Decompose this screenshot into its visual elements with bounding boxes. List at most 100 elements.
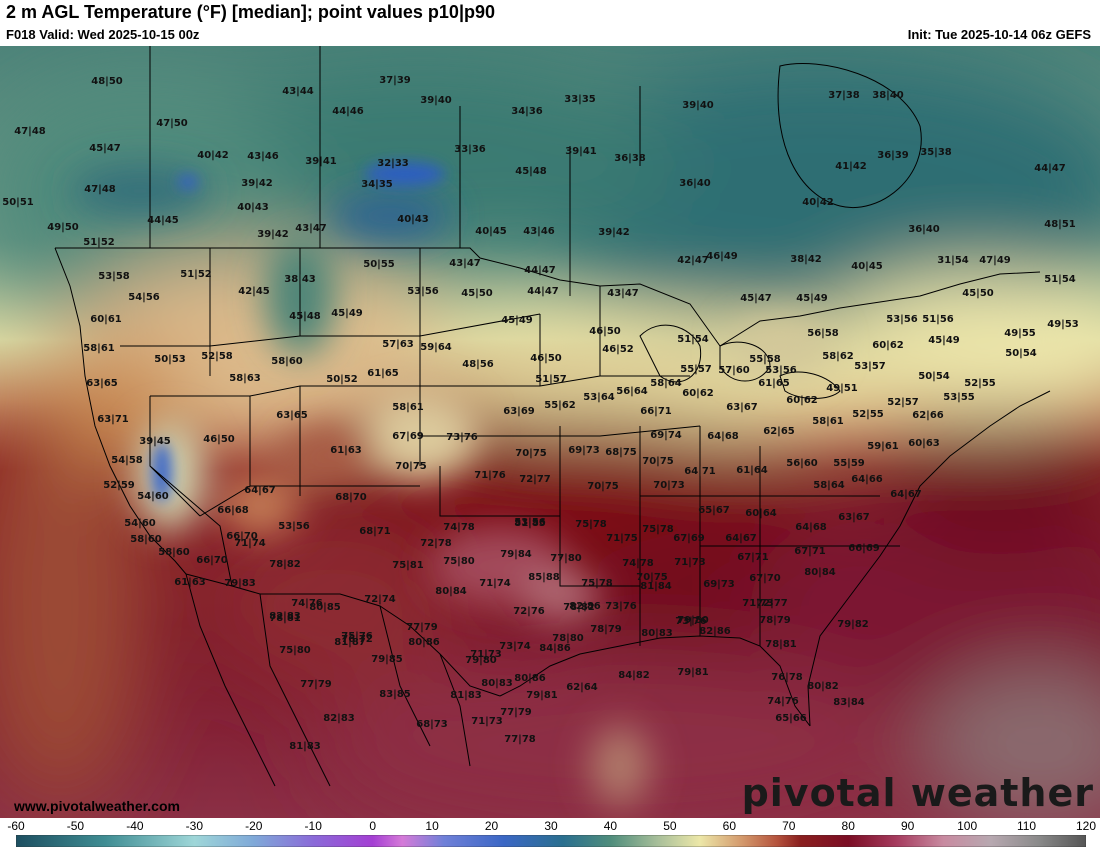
- point-value: 63|69: [503, 406, 535, 417]
- point-value: 75|80: [279, 645, 311, 656]
- colorbar-tick-label: 100: [957, 819, 978, 833]
- point-value: 72|77: [756, 598, 788, 609]
- point-value: 72|77: [519, 474, 551, 485]
- point-value: 45|50: [962, 288, 994, 299]
- point-value: 36|39: [877, 150, 909, 161]
- point-value: 43|46: [247, 151, 279, 162]
- point-value: 58|60: [158, 547, 190, 558]
- baja-coast: [185, 573, 276, 787]
- colorbar-ticks: -60 -50 -40 -30 -20 -10 0 10 20 30 40 50 60 70 80 90 100…: [0, 818, 1100, 834]
- point-value: 53|58: [98, 271, 130, 282]
- point-value: 80|82: [807, 681, 839, 692]
- point-value: 77|78: [504, 734, 536, 745]
- point-value: 49|53: [1047, 319, 1079, 330]
- point-value: 68|73: [416, 719, 448, 730]
- point-value: 64|66: [851, 474, 883, 485]
- point-value: 54|58: [111, 455, 143, 466]
- point-value: 67|70: [749, 573, 781, 584]
- point-value: 72|76: [513, 606, 545, 617]
- point-value: 82|86: [569, 601, 601, 612]
- colorbar-tick-label: -40: [126, 819, 144, 833]
- colorbar-tick-label: -20: [245, 819, 263, 833]
- point-value: 45|47: [89, 143, 121, 154]
- point-value: 71|73: [470, 649, 502, 660]
- point-value: 60|62: [786, 395, 818, 406]
- point-value: 47|50: [156, 118, 188, 129]
- colorbar-tick-label: 50: [663, 819, 677, 833]
- point-value: 64|68: [795, 522, 827, 533]
- point-value: 82|86: [699, 626, 731, 637]
- point-value: 71|74: [479, 578, 511, 589]
- point-value: 50|53: [154, 354, 186, 365]
- point-value: 81|83: [289, 741, 321, 752]
- point-value: 72|74: [364, 594, 396, 605]
- state-lines-central: [120, 313, 701, 496]
- point-value: 50|54: [918, 371, 950, 382]
- point-value: 79|85: [371, 654, 403, 665]
- colorbar-tick-label: -60: [7, 819, 25, 833]
- point-value: 50|54: [1005, 348, 1037, 359]
- point-value: 73|76: [446, 432, 478, 443]
- point-value: 44|47: [524, 265, 556, 276]
- point-value: 45|48: [289, 311, 321, 322]
- point-value: 49|55: [1004, 328, 1036, 339]
- point-value: 67|69: [392, 431, 424, 442]
- point-value: 68|75: [605, 447, 637, 458]
- point-value: 40|43: [397, 214, 429, 225]
- point-value: 79|81: [677, 667, 709, 678]
- point-value: 40|42: [802, 197, 834, 208]
- point-value: 61|63: [174, 577, 206, 588]
- point-value: 61|65: [758, 378, 790, 389]
- point-value: 78|79: [590, 624, 622, 635]
- map-title: 2 m AGL Temperature (°F) [median]; point…: [6, 2, 495, 22]
- point-value: 74|78: [622, 558, 654, 569]
- colorbar-gradient: [16, 835, 1086, 847]
- point-value: 82|83: [269, 611, 301, 622]
- point-value: 33|36: [454, 144, 486, 155]
- point-value: 66|68: [217, 505, 249, 516]
- point-value: 39|45: [139, 436, 171, 447]
- point-value: 69|74: [650, 430, 682, 441]
- point-value: 53|55: [943, 392, 975, 403]
- point-value: 61|64: [736, 465, 768, 476]
- point-value: 59|61: [867, 441, 899, 452]
- point-value: 53|56: [765, 365, 797, 376]
- point-value: 71|73: [471, 716, 503, 727]
- point-value: 51|56: [922, 314, 954, 325]
- point-value: 40|45: [851, 261, 883, 272]
- point-value: 73|74: [499, 641, 531, 652]
- point-value: 39|40: [420, 95, 452, 106]
- point-value: 64|67: [725, 533, 757, 544]
- east-coast: [807, 390, 1051, 727]
- point-value: 56|60: [786, 458, 818, 469]
- point-value: 81|83: [450, 690, 482, 701]
- point-value: 38|43: [284, 274, 316, 285]
- point-value: 56|58: [807, 328, 839, 339]
- point-value: 74|76: [291, 598, 323, 609]
- point-value: 51|54: [1044, 274, 1076, 285]
- map-field: [0, 46, 1100, 818]
- point-value: 80|86: [408, 637, 440, 648]
- point-value: 72|78: [420, 538, 452, 549]
- point-value: 66|70: [226, 531, 258, 542]
- colorbar-tick-label: 0: [369, 819, 376, 833]
- point-value: 70|75: [636, 572, 668, 583]
- temperature-map[interactable]: 48|50 47|48 45|47 47|50 43|44 37|39 39|40 44|46…: [0, 46, 1100, 818]
- point-value: 61|65: [367, 368, 399, 379]
- point-value: 62|64: [566, 682, 598, 693]
- state-lines-west: [149, 396, 251, 587]
- colorbar-tick-label: -50: [66, 819, 85, 833]
- point-value: 39|41: [565, 146, 597, 157]
- cold-spots: [152, 162, 445, 502]
- point-value: 53|56: [514, 517, 546, 528]
- colorbar-tick-label: -30: [185, 819, 203, 833]
- point-value: 34|36: [511, 106, 543, 117]
- point-value: 74|78: [443, 522, 475, 533]
- great-lakes: [639, 324, 841, 399]
- point-value: 77|79: [500, 707, 532, 718]
- us-mexico-border: [185, 573, 501, 697]
- point-value: 48|56: [462, 359, 494, 370]
- point-value: 77|79: [300, 679, 332, 690]
- point-values-layer: 48|50 47|48 45|47 47|50 43|44 37|39 39|40 44|46…: [0, 46, 1100, 818]
- point-value: 52|58: [201, 351, 233, 362]
